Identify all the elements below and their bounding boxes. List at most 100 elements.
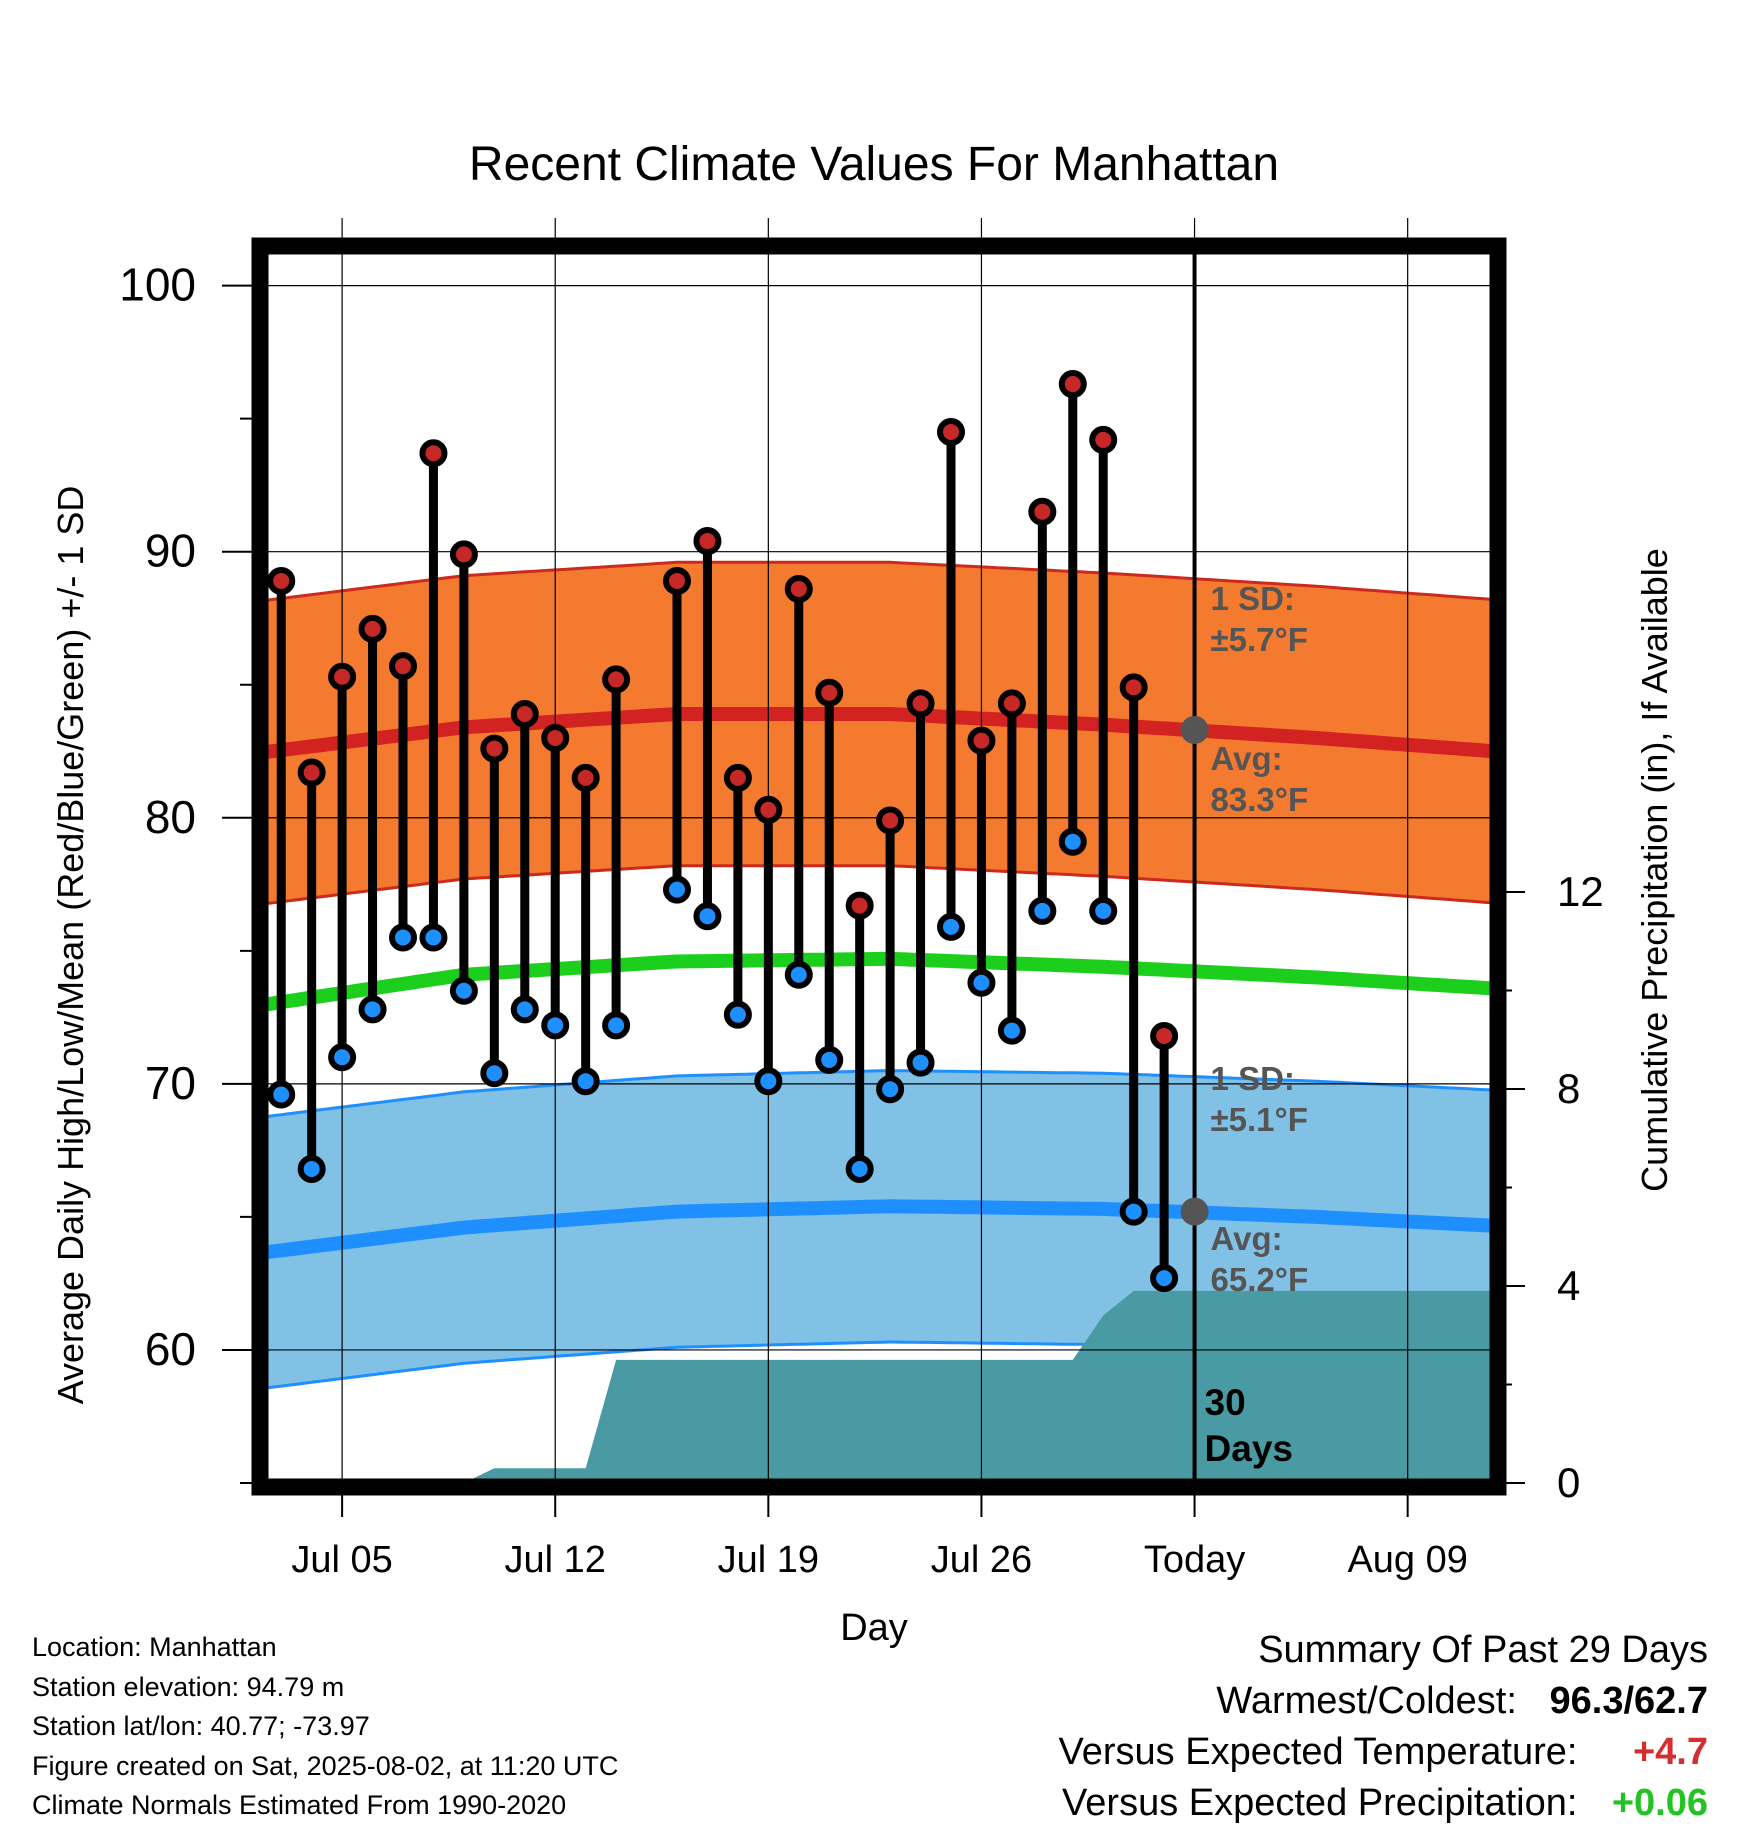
location-text: Location: Manhattan xyxy=(32,1632,277,1662)
daily-low-point xyxy=(571,1067,600,1096)
precip-compare-row: Versus Expected Precipitation: +0.06 xyxy=(1059,1778,1708,1829)
daily-high-point xyxy=(449,540,478,569)
daily-low-point xyxy=(1150,1264,1179,1293)
x-tick-label: Aug 09 xyxy=(1347,1539,1467,1581)
y2-tick-label: 8 xyxy=(1557,1065,1580,1112)
warmest-value: 96.3 xyxy=(1549,1680,1624,1722)
daily-high-point xyxy=(1150,1021,1179,1050)
y-tick-label: 60 xyxy=(145,1323,196,1375)
today-low-avg-marker xyxy=(1180,1197,1209,1226)
daily-high-point xyxy=(967,726,996,755)
station-info: Location: Manhattan Station elevation: 9… xyxy=(32,1628,618,1826)
low-sd-annotation: 1 SD: ±5.1°F xyxy=(1211,1060,1308,1138)
daily-high-point xyxy=(937,417,965,446)
coldest-value: 62.7 xyxy=(1634,1680,1708,1722)
y-tick-label: 80 xyxy=(145,791,196,843)
daily-low-point xyxy=(937,912,965,941)
daily-low-point xyxy=(815,1045,844,1074)
precip-compare-value: +0.06 xyxy=(1611,1782,1708,1824)
y-tick-label: 100 xyxy=(119,259,196,311)
daily-high-point xyxy=(845,891,874,920)
x-tick-label: Jul 12 xyxy=(505,1539,606,1581)
precip-compare-label: Versus Expected Precipitation: xyxy=(1062,1782,1578,1824)
daily-low-point xyxy=(510,995,539,1024)
daily-low-point xyxy=(1089,896,1118,925)
summary-panel: Summary Of Past 29 Days Warmest/Coldest:… xyxy=(1059,1625,1708,1829)
daily-low-point xyxy=(997,1016,1026,1045)
x-tick-label: Today xyxy=(1144,1539,1245,1581)
warm-cold-label: Warmest/Coldest: xyxy=(1216,1680,1517,1722)
daily-high-point xyxy=(389,652,417,681)
y-tick-label: 70 xyxy=(145,1057,196,1109)
warm-cold-separator: / xyxy=(1623,1680,1635,1722)
daily-low-point xyxy=(784,960,813,989)
daily-high-point xyxy=(602,665,631,694)
temp-compare-value: +4.7 xyxy=(1632,1731,1708,1773)
daily-high-point xyxy=(754,795,783,824)
chart-title: Recent Climate Values For Manhattan xyxy=(469,138,1279,191)
daily-low-point xyxy=(876,1075,905,1104)
y2-axis-label: Cumulative Precipitation (in), If Availa… xyxy=(1634,548,1675,1192)
y-tick-label: 90 xyxy=(145,525,196,577)
daily-high-point xyxy=(1119,673,1148,702)
daily-high-point xyxy=(906,689,935,718)
daily-low-point xyxy=(267,1080,296,1109)
daily-low-point xyxy=(1119,1197,1148,1226)
daily-low-point xyxy=(541,1011,570,1040)
daily-high-point xyxy=(1089,425,1118,454)
daily-high-point xyxy=(571,763,600,792)
y2-tick-label: 12 xyxy=(1557,868,1604,915)
daily-low-point xyxy=(693,902,722,931)
daily-high-point xyxy=(784,574,813,603)
daily-high-point xyxy=(419,439,448,468)
x-tick-label: Jul 05 xyxy=(291,1539,392,1581)
elevation-text: Station elevation: 94.79 m xyxy=(32,1671,345,1702)
plot-frame xyxy=(251,237,1507,1496)
daily-low-point xyxy=(328,1043,357,1072)
daily-high-point xyxy=(723,763,752,792)
y2-tick-label: 0 xyxy=(1557,1459,1580,1506)
warm-cold-row: Warmest/Coldest: 96.3/62.7 xyxy=(1059,1676,1708,1727)
daily-high-point xyxy=(328,662,357,691)
y2-tick-label: 4 xyxy=(1557,1262,1580,1309)
today-high-avg-marker xyxy=(1180,715,1209,744)
daily-high-point xyxy=(876,806,905,835)
daily-low-point xyxy=(754,1067,783,1096)
normals-text: Climate Normals Estimated From 1990-2020 xyxy=(32,1790,567,1820)
daily-high-point xyxy=(1058,370,1087,399)
daily-low-point xyxy=(449,976,478,1005)
daily-low-point xyxy=(389,923,417,952)
high-avg-annotation: Avg: 83.3°F xyxy=(1211,740,1309,818)
daily-low-point xyxy=(419,923,448,952)
daily-high-point xyxy=(541,723,570,752)
daily-low-point xyxy=(663,875,691,904)
daily-high-point xyxy=(358,614,387,643)
daily-low-point xyxy=(297,1155,326,1184)
created-text: Figure created on Sat, 2025-08-02, at 11… xyxy=(32,1750,619,1781)
daily-low-point xyxy=(358,995,387,1024)
daily-low-point xyxy=(967,968,996,997)
daily-high-point xyxy=(480,734,509,763)
daily-low-point xyxy=(1028,896,1057,925)
daily-high-point xyxy=(663,566,691,595)
daily-low-point xyxy=(602,1011,631,1040)
temp-compare-row: Versus Expected Temperature: +4.7 xyxy=(1059,1727,1708,1778)
y-axis-label: Average Daily High/Low/Mean (Red/Blue/Gr… xyxy=(50,486,91,1405)
daily-low-point xyxy=(723,1000,752,1029)
low-avg-annotation: Avg: 65.2°F xyxy=(1211,1220,1309,1298)
x-axis-label: Day xyxy=(840,1607,908,1649)
x-tick-label: Jul 19 xyxy=(718,1539,819,1581)
summary-heading: Summary Of Past 29 Days xyxy=(1258,1629,1708,1671)
daily-high-point xyxy=(997,689,1026,718)
days-annotation: 30 Days xyxy=(1205,1382,1293,1469)
temp-compare-label: Versus Expected Temperature: xyxy=(1058,1731,1578,1773)
normal-low-line xyxy=(266,1199,1499,1260)
daily-low-point xyxy=(906,1048,935,1077)
daily-high-point xyxy=(510,700,539,729)
x-tick-label: Jul 26 xyxy=(931,1539,1032,1581)
daily-high-point xyxy=(1028,497,1057,526)
precipitation-area xyxy=(266,1290,1499,1483)
daily-high-point xyxy=(693,527,722,556)
latlon-text: Station lat/lon: 40.77; -73.97 xyxy=(32,1711,370,1741)
